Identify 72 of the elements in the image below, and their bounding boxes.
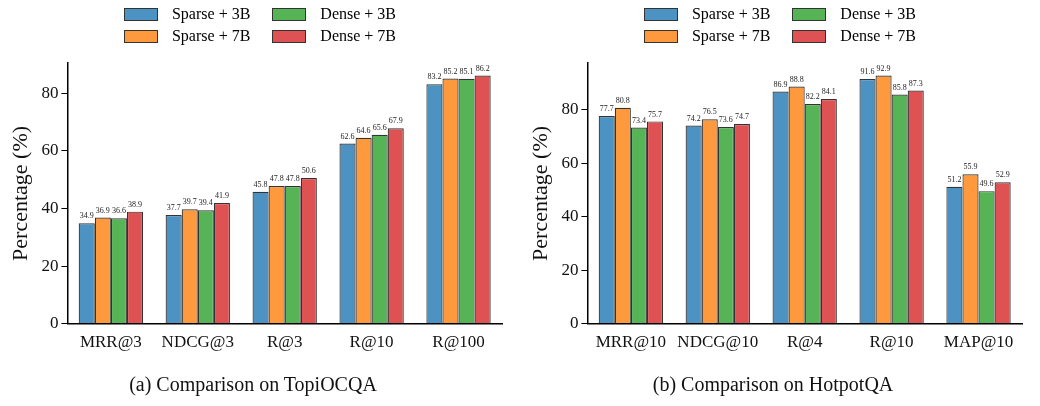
legend-label: Dense + 3B	[320, 5, 397, 23]
data-label: 50.6	[301, 166, 316, 176]
data-label: 39.4	[198, 198, 213, 208]
y-tick-label: 80	[41, 82, 59, 102]
data-label: 85.2	[443, 66, 458, 76]
data-label: 45.8	[253, 179, 268, 189]
data-label: 77.7	[599, 104, 614, 114]
legend-label: Sparse + 7B	[171, 27, 251, 45]
data-label: 67.9	[388, 116, 403, 126]
x-tick-label: NDCG@3	[161, 332, 234, 352]
data-label: 88.8	[789, 74, 804, 84]
data-label: 51.2	[947, 174, 962, 184]
data-label: 85.8	[892, 82, 907, 92]
data-label: 73.4	[631, 115, 646, 125]
x-tick-label: MRR@10	[595, 332, 667, 352]
data-label: 84.1	[821, 87, 836, 97]
data-label: 91.6	[860, 67, 875, 77]
y-tick-label: 40	[41, 197, 59, 217]
x-tick-label: R@4	[786, 332, 823, 352]
data-label: 82.2	[805, 92, 820, 102]
data-label: 36.9	[95, 205, 110, 215]
legend-label: Dense + 7B	[320, 27, 397, 45]
y-axis-title: Percentage (%)	[6, 125, 32, 261]
y-tick-label: 80	[561, 99, 579, 119]
data-label: 65.6	[372, 122, 387, 132]
x-tick-label: R@100	[432, 332, 485, 352]
y-tick-label: 0	[569, 313, 579, 333]
data-label: 49.6	[979, 179, 994, 189]
x-tick-label: R@10	[349, 332, 394, 352]
text: (b) Comparison on HotpotQA	[652, 373, 894, 397]
data-label: 86.9	[773, 79, 788, 89]
legend-label: Dense + 7B	[840, 27, 917, 45]
data-label: 36.6	[111, 206, 126, 216]
x-tick-label: MAP@10	[943, 332, 1014, 352]
legend-label: Sparse + 7B	[691, 27, 771, 45]
data-label: 76.5	[702, 107, 717, 117]
x-tick-label: R@10	[869, 332, 914, 352]
y-tick-label: 60	[561, 152, 579, 172]
data-label: 87.3	[908, 78, 923, 88]
y-tick-label: 40	[561, 206, 579, 226]
data-label: 62.6	[340, 131, 355, 141]
data-label: 92.9	[876, 63, 891, 73]
legend-label: Sparse + 3B	[171, 5, 251, 23]
legend-label: Sparse + 3B	[691, 5, 771, 23]
data-label: 39.7	[182, 197, 197, 207]
x-tick-label: MRR@3	[79, 332, 142, 352]
data-label: 41.9	[214, 191, 229, 201]
y-tick-label: 20	[41, 255, 59, 275]
x-tick-label: NDCG@10	[677, 332, 759, 352]
data-label: 47.8	[285, 174, 300, 184]
y-tick-label: 0	[49, 313, 59, 333]
y-tick-label: 20	[561, 259, 579, 279]
y-tick-label: 60	[41, 140, 59, 160]
data-label: 83.2	[427, 72, 442, 82]
x-tick-label: R@3	[266, 332, 303, 352]
text: (a) Comparison on TopiOCQA	[129, 373, 378, 397]
y-axis-title: Percentage (%)	[526, 125, 552, 261]
data-label: 55.9	[963, 162, 978, 172]
data-label: 34.9	[79, 211, 94, 221]
data-label: 80.8	[615, 95, 630, 105]
data-label: 85.1	[459, 66, 474, 76]
data-label: 52.9	[995, 170, 1010, 180]
data-label: 86.2	[475, 63, 490, 73]
data-label: 37.7	[166, 203, 181, 213]
legend-label: Dense + 3B	[840, 5, 917, 23]
data-label: 47.8	[269, 174, 284, 184]
data-label: 73.6	[718, 115, 733, 125]
data-label: 75.7	[647, 109, 662, 119]
data-label: 64.6	[356, 125, 371, 135]
data-label: 74.7	[734, 112, 749, 122]
data-label: 74.2	[686, 113, 701, 123]
data-label: 38.9	[127, 199, 142, 209]
